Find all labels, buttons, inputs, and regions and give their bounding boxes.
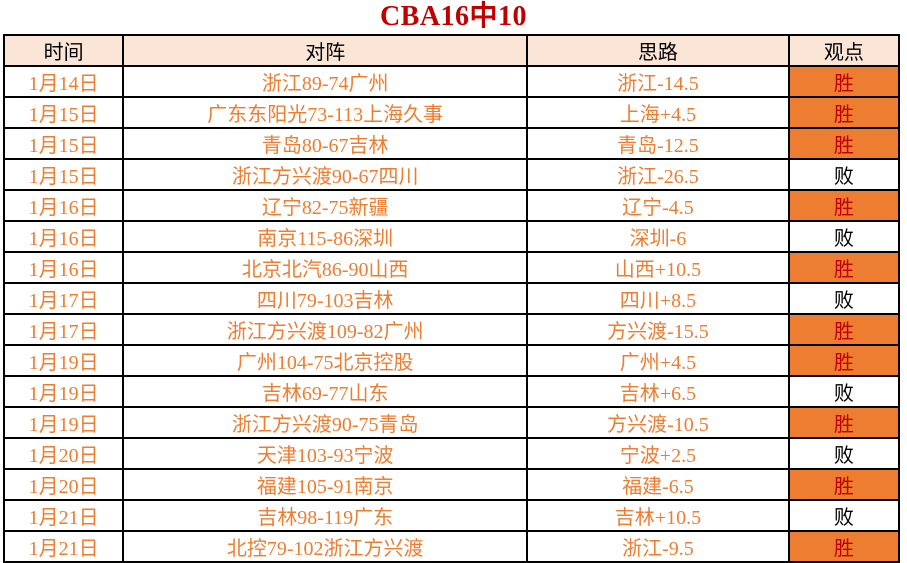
date-cell: 1月21日: [2, 530, 125, 563]
matchup-cell: 四川79-103吉林: [122, 282, 529, 315]
idea-cell: 方兴渡-10.5: [526, 406, 790, 439]
date-cell: 1月15日: [2, 96, 125, 129]
results-table-body: 1月14日 浙江89-74广州 浙江-14.5 胜 1月15日 广东东阳光73-113上海…: [2, 65, 901, 563]
date-cell: 1月17日: [2, 313, 125, 346]
table-row: 1月21日 吉林98-119广东 吉林+10.5 败: [2, 499, 901, 532]
date-cell: 1月14日: [2, 65, 125, 98]
idea-cell: 浙江-26.5: [526, 158, 790, 191]
table-row: 1月15日 浙江方兴渡90-67四川 浙江-26.5 败: [2, 158, 901, 191]
matchup-cell: 辽宁82-75新疆: [122, 189, 529, 222]
matchup-cell: 北京北汽86-90山西: [122, 251, 529, 284]
date-cell: 1月19日: [2, 406, 125, 439]
result-cell: 败: [787, 220, 901, 253]
date-cell: 1月16日: [2, 189, 125, 222]
table-row: 1月21日 北控79-102浙江方兴渡 浙江-9.5 胜: [2, 530, 901, 563]
result-cell: 胜: [787, 189, 901, 222]
matchup-cell: 浙江方兴渡90-75青岛: [122, 406, 529, 439]
idea-cell: 方兴渡-15.5: [526, 313, 790, 346]
col-header-viewpoint: 观点: [787, 34, 901, 67]
matchup-cell: 浙江方兴渡90-67四川: [122, 158, 529, 191]
matchup-cell: 吉林98-119广东: [122, 499, 529, 532]
idea-cell: 上海+4.5: [526, 96, 790, 129]
date-cell: 1月16日: [2, 251, 125, 284]
table-row: 1月15日 广东东阳光73-113上海久事 上海+4.5 胜: [2, 96, 901, 129]
idea-cell: 吉林+10.5: [526, 499, 790, 532]
result-cell: 败: [787, 282, 901, 315]
idea-cell: 山西+10.5: [526, 251, 790, 284]
result-cell: 败: [787, 375, 901, 408]
result-cell: 胜: [787, 313, 901, 346]
table-row: 1月19日 浙江方兴渡90-75青岛 方兴渡-10.5 胜: [2, 406, 901, 439]
result-cell: 败: [787, 499, 901, 532]
table-row: 1月16日 辽宁82-75新疆 辽宁-4.5 胜: [2, 189, 901, 222]
idea-cell: 福建-6.5: [526, 468, 790, 501]
idea-cell: 广州+4.5: [526, 344, 790, 377]
matchup-cell: 南京115-86深圳: [122, 220, 529, 253]
date-cell: 1月17日: [2, 282, 125, 315]
date-cell: 1月21日: [2, 499, 125, 532]
matchup-cell: 北控79-102浙江方兴渡: [122, 530, 529, 563]
table-row: 1月20日 福建105-91南京 福建-6.5 胜: [2, 468, 901, 501]
result-cell: 胜: [787, 344, 901, 377]
idea-cell: 深圳-6: [526, 220, 790, 253]
date-cell: 1月19日: [2, 375, 125, 408]
matchup-cell: 浙江89-74广州: [122, 65, 529, 98]
result-cell: 胜: [787, 96, 901, 129]
date-cell: 1月15日: [2, 127, 125, 160]
matchup-cell: 福建105-91南京: [122, 468, 529, 501]
result-cell: 胜: [787, 530, 901, 563]
table-row: 1月16日 北京北汽86-90山西 山西+10.5 胜: [2, 251, 901, 284]
table-row: 1月20日 天津103-93宁波 宁波+2.5 败: [2, 437, 901, 470]
idea-cell: 宁波+2.5: [526, 437, 790, 470]
results-table: 时间 对阵 思路 观点 1月14日 浙江89-74广州 浙江-14.5 胜 1月15日广…: [2, 34, 901, 563]
idea-cell: 浙江-9.5: [526, 530, 790, 563]
date-cell: 1月15日: [2, 158, 125, 191]
table-row: 1月17日 四川79-103吉林 四川+8.5 败: [2, 282, 901, 315]
col-header-matchup: 对阵: [122, 34, 529, 67]
table-row: 1月15日 青岛80-67吉林 青岛-12.5 胜: [2, 127, 901, 160]
col-header-idea: 思路: [526, 34, 790, 67]
result-cell: 败: [787, 437, 901, 470]
result-cell: 胜: [787, 468, 901, 501]
result-cell: 胜: [787, 65, 901, 98]
table-row: 1月19日 广州104-75北京控股 广州+4.5 胜: [2, 344, 901, 377]
idea-cell: 吉林+6.5: [526, 375, 790, 408]
date-cell: 1月20日: [2, 468, 125, 501]
header-row: 时间 对阵 思路 观点: [2, 34, 901, 67]
matchup-cell: 广州104-75北京控股: [122, 344, 529, 377]
result-cell: 胜: [787, 406, 901, 439]
date-cell: 1月19日: [2, 344, 125, 377]
date-cell: 1月20日: [2, 437, 125, 470]
col-header-time: 时间: [2, 34, 125, 67]
idea-cell: 青岛-12.5: [526, 127, 790, 160]
matchup-cell: 吉林69-77山东: [122, 375, 529, 408]
result-cell: 胜: [787, 251, 901, 284]
idea-cell: 四川+8.5: [526, 282, 790, 315]
page-title: CBA16中10: [379, 1, 528, 32]
table-row: 1月16日 南京115-86深圳 深圳-6 败: [2, 220, 901, 253]
result-cell: 胜: [787, 127, 901, 160]
idea-cell: 浙江-14.5: [526, 65, 790, 98]
result-cell: 败: [787, 158, 901, 191]
table-row: 1月17日 浙江方兴渡109-82广州 方兴渡-15.5 胜: [2, 313, 901, 346]
date-cell: 1月16日: [2, 220, 125, 253]
matchup-cell: 青岛80-67吉林: [122, 127, 529, 160]
matchup-cell: 广东东阳光73-113上海久事: [122, 96, 529, 129]
table-row: 1月19日 吉林69-77山东 吉林+6.5 败: [2, 375, 901, 408]
matchup-cell: 浙江方兴渡109-82广州: [122, 313, 529, 346]
matchup-cell: 天津103-93宁波: [122, 437, 529, 470]
idea-cell: 辽宁-4.5: [526, 189, 790, 222]
table-row: 1月14日 浙江89-74广州 浙江-14.5 胜: [2, 65, 901, 98]
